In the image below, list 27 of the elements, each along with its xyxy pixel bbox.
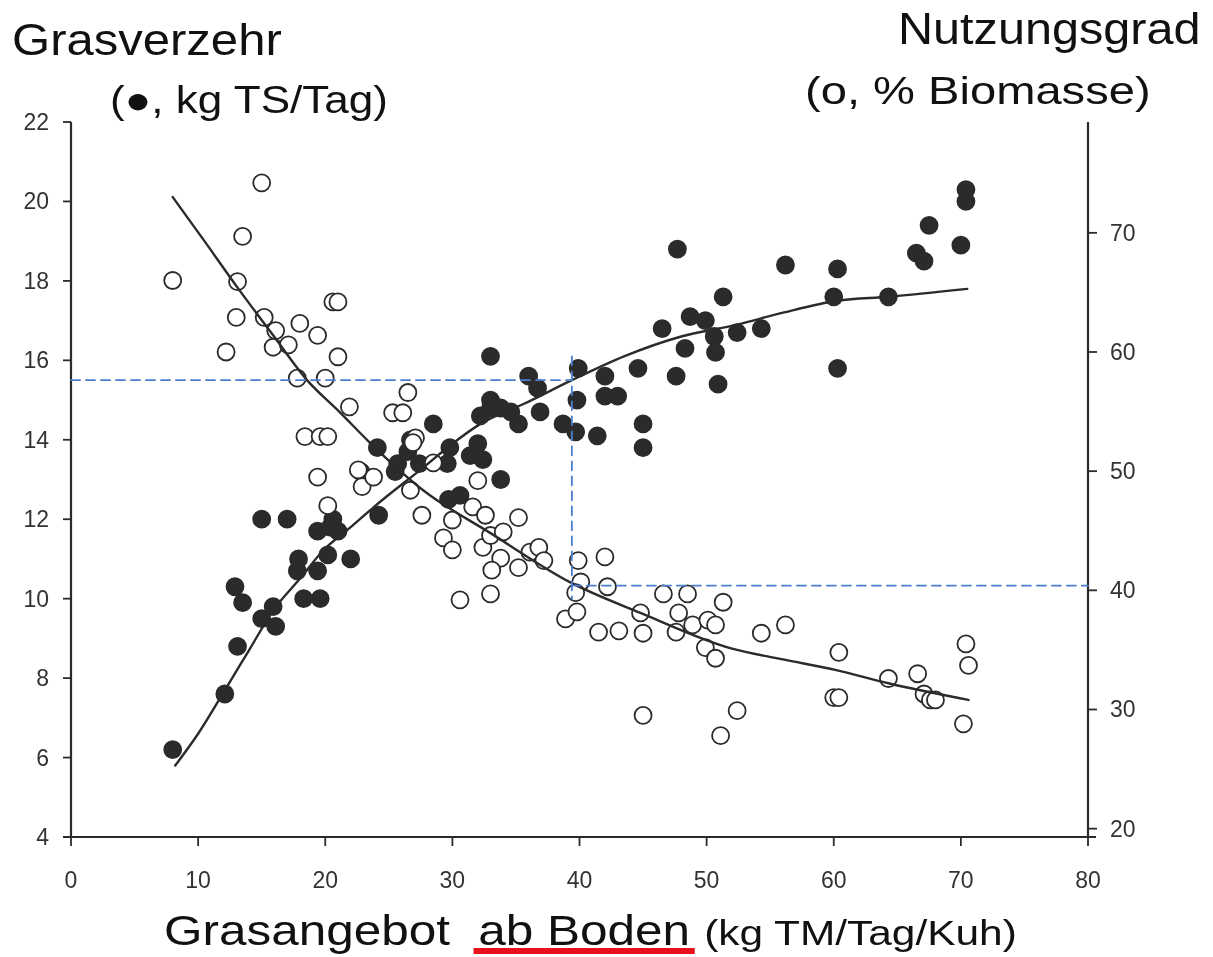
x-tick-label: 60 [820,867,847,893]
y-tick-label: 4 [36,824,50,850]
y2-tick-label: 40 [1110,577,1136,604]
y-tick-label: 18 [23,267,49,294]
y-tick-label: 8 [36,665,49,692]
y2-tick-label: 30 [1110,696,1136,723]
x-tick-label: 80 [1075,867,1101,893]
y2-tick-label: 50 [1110,458,1136,485]
x-tick-label: 40 [566,867,593,893]
y2-axis-title: Nutzungsgrad (o, % Biomasse) [805,3,1201,112]
y-tick-label: 6 [36,744,49,771]
y2-tick-label: 60 [1110,338,1136,365]
x-tick-label: 20 [312,867,339,893]
x-tick-label: 30 [439,867,466,893]
y2-tick-label: 20 [1110,815,1136,842]
x-tick-label: 50 [693,867,720,893]
x-tick-label: 70 [948,867,974,893]
x-tick-label: 0 [64,867,78,893]
y-tick-label: 14 [23,426,50,453]
y-tick-label: 16 [23,347,49,374]
x-tick-label: 10 [185,867,211,893]
y-tick-label: 12 [23,506,49,533]
y-tick-label: 10 [23,585,49,612]
y-tick-label: 22 [23,109,49,135]
y-tick-label: 20 [23,188,49,215]
x-axis-title: Grasangebot ab Boden (kg TM/Tag/Kuh) [164,906,1017,955]
y2-tick-label: 70 [1110,219,1136,246]
